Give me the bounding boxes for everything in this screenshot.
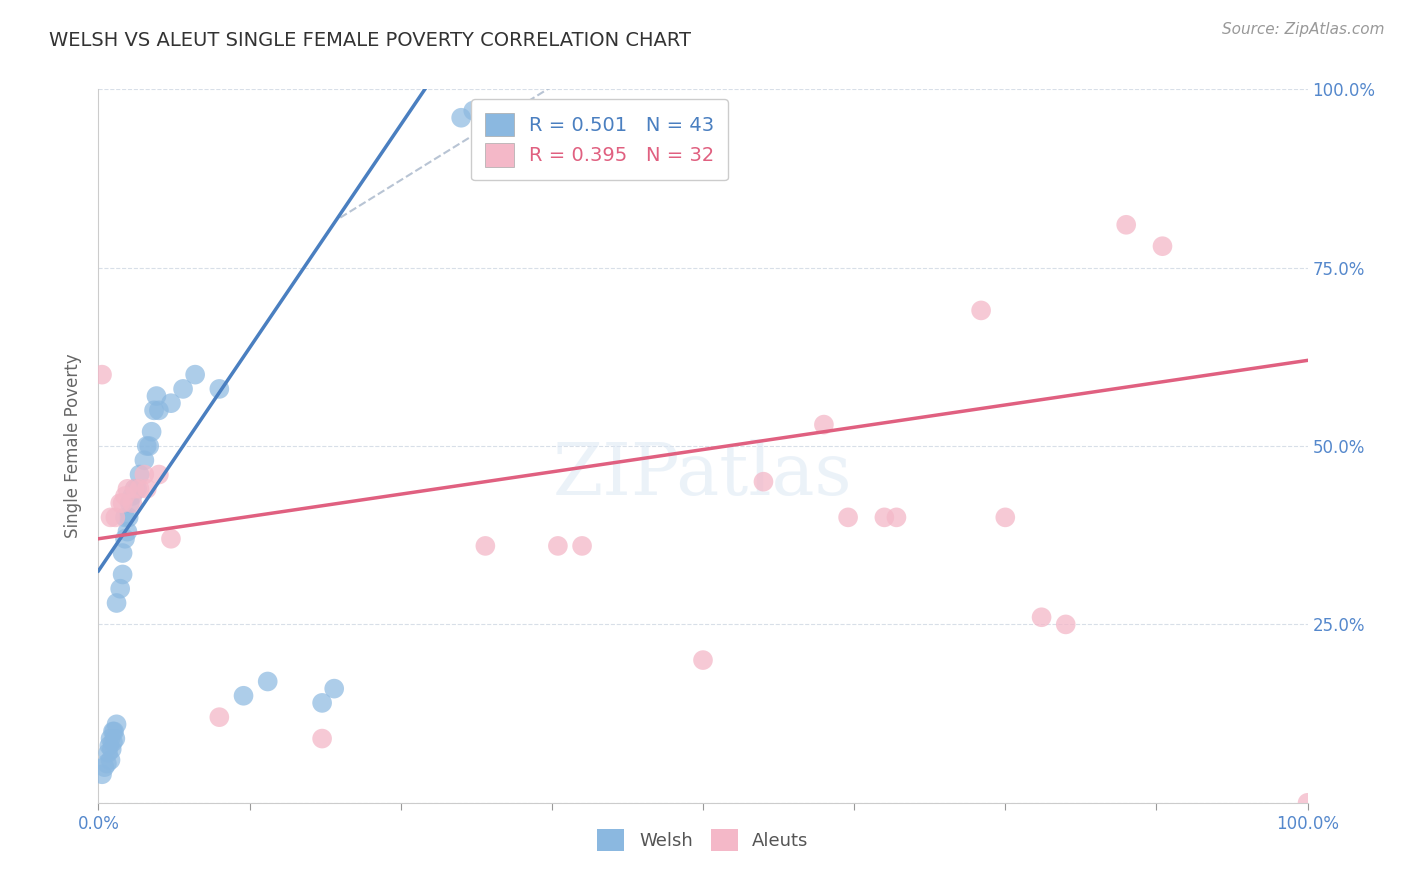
Point: [111, 567, 134, 582]
Point: [118, 496, 141, 510]
Point: [148, 403, 170, 417]
Point: [208, 382, 231, 396]
Point: [1031, 610, 1053, 624]
Point: [1115, 218, 1137, 232]
Point: [134, 467, 156, 482]
Point: [91, 767, 114, 781]
Point: [160, 532, 183, 546]
Point: [1054, 617, 1077, 632]
Y-axis label: Single Female Poverty: Single Female Poverty: [65, 354, 83, 538]
Point: [111, 496, 134, 510]
Point: [135, 482, 157, 496]
Point: [101, 735, 124, 749]
Text: ZIPatlas: ZIPatlas: [553, 439, 853, 510]
Point: [111, 546, 134, 560]
Point: [108, 496, 131, 510]
Point: [103, 724, 125, 739]
Point: [232, 689, 254, 703]
Point: [117, 482, 139, 496]
Point: [474, 539, 496, 553]
Point: [96, 756, 118, 771]
Point: [124, 482, 146, 496]
Point: [98, 739, 121, 753]
Point: [135, 439, 157, 453]
Point: [994, 510, 1017, 524]
Point: [114, 510, 136, 524]
Point: [100, 731, 122, 746]
Point: [114, 489, 136, 503]
Point: [184, 368, 207, 382]
Point: [128, 467, 150, 482]
Text: Source: ZipAtlas.com: Source: ZipAtlas.com: [1222, 22, 1385, 37]
Point: [100, 510, 122, 524]
Point: [837, 510, 859, 524]
Point: [571, 539, 593, 553]
Text: WELSH VS ALEUT SINGLE FEMALE POVERTY CORRELATION CHART: WELSH VS ALEUT SINGLE FEMALE POVERTY COR…: [49, 31, 692, 50]
Point: [311, 731, 333, 746]
Point: [108, 582, 131, 596]
Point: [104, 510, 127, 524]
Point: [101, 724, 124, 739]
Point: [128, 482, 150, 496]
Point: [105, 717, 128, 731]
Point: [450, 111, 472, 125]
Point: [256, 674, 278, 689]
Point: [463, 103, 485, 118]
Point: [145, 389, 167, 403]
Point: [1296, 796, 1319, 810]
Point: [1152, 239, 1174, 253]
Point: [692, 653, 714, 667]
Point: [100, 753, 122, 767]
Point: [752, 475, 775, 489]
Point: [172, 382, 194, 396]
Point: [104, 731, 127, 746]
Point: [323, 681, 346, 696]
Point: [886, 510, 908, 524]
Point: [117, 524, 139, 539]
Point: [105, 596, 128, 610]
Point: [93, 760, 115, 774]
Point: [141, 425, 163, 439]
Point: [143, 403, 166, 417]
Point: [118, 510, 141, 524]
Point: [114, 532, 136, 546]
Point: [127, 482, 149, 496]
Point: [311, 696, 333, 710]
Point: [970, 303, 993, 318]
Point: [208, 710, 231, 724]
Point: [121, 496, 143, 510]
Point: [121, 489, 143, 503]
Point: [160, 396, 183, 410]
Point: [91, 368, 114, 382]
Point: [124, 482, 146, 496]
Point: [547, 539, 569, 553]
Point: [134, 453, 156, 467]
Point: [873, 510, 896, 524]
Point: [148, 467, 170, 482]
Point: [100, 742, 122, 756]
Point: [813, 417, 835, 432]
Point: [138, 439, 160, 453]
Legend: Welsh, Aleuts: Welsh, Aleuts: [591, 822, 815, 858]
Point: [97, 746, 120, 760]
